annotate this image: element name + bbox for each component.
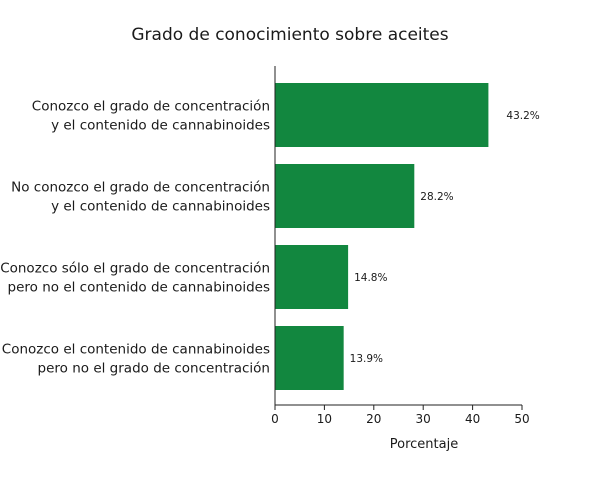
category-label-line: Conozco el contenido de cannabinoides	[2, 342, 270, 358]
x-axis-label: Porcentaje	[390, 437, 458, 452]
data-label-3: 14.8%	[354, 272, 387, 284]
x-ticks-layer: 0 10 20 30 40 50	[271, 405, 530, 426]
x-tick-label-50: 50	[514, 412, 529, 426]
data-label-2: 28.2%	[420, 191, 453, 203]
x-tick-label-0: 0	[271, 412, 279, 426]
category-labels-layer: Conozco el grado de concentración y el co…	[0, 99, 270, 377]
x-tick-label-20: 20	[366, 412, 381, 426]
category-label-1: Conozco el grado de concentración y el co…	[32, 99, 270, 134]
x-tick-label-30: 30	[416, 412, 431, 426]
category-label-line: y el contenido de cannabinoides	[51, 118, 270, 134]
category-label-line: pero no el grado de concentración	[38, 361, 270, 377]
bar-1	[275, 83, 489, 147]
category-label-line: y el contenido de cannabinoides	[51, 199, 270, 215]
data-labels-layer: 43.2% 28.2% 14.8% 13.9%	[350, 110, 540, 365]
bars-layer	[275, 83, 489, 390]
x-tick-label-10: 10	[317, 412, 332, 426]
chart-title: Grado de conocimiento sobre aceites	[131, 25, 448, 45]
category-label-line: Conozco sólo el grado de concentración	[0, 261, 270, 277]
bar-2	[275, 164, 415, 228]
data-label-4: 13.9%	[350, 353, 383, 365]
category-label-line: No conozco el grado de concentración	[11, 180, 270, 196]
data-label-1: 43.2%	[506, 110, 539, 122]
category-label-2: No conozco el grado de concentración y el…	[11, 180, 270, 215]
category-label-line: pero no el contenido de cannabinoides	[8, 280, 270, 296]
x-tick-label-40: 40	[465, 412, 480, 426]
bar-4	[275, 326, 344, 390]
bar-3	[275, 245, 349, 309]
category-label-4: Conozco el contenido de cannabinoides per…	[2, 342, 270, 377]
category-label-line: Conozco el grado de concentración	[32, 99, 270, 115]
category-label-3: Conozco sólo el grado de concentración pe…	[0, 261, 270, 296]
